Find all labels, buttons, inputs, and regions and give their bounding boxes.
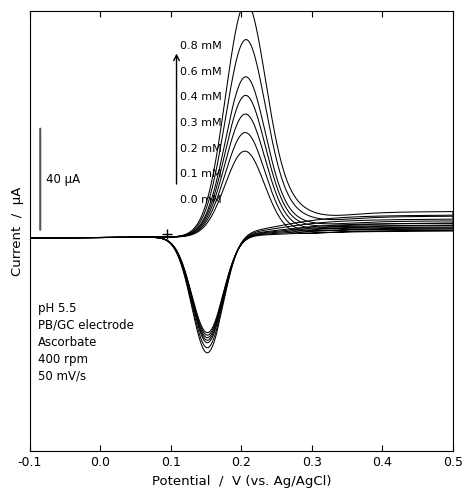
Text: pH 5.5
PB/GC electrode
Ascorbate
400 rpm
50 mV/s: pH 5.5 PB/GC electrode Ascorbate 400 rpm… xyxy=(38,302,134,383)
Text: 0.4 mM: 0.4 mM xyxy=(180,92,222,102)
Y-axis label: Current  /  μA: Current / μA xyxy=(11,187,24,276)
Text: 0.0 mM: 0.0 mM xyxy=(180,195,221,205)
Text: 0.3 mM: 0.3 mM xyxy=(180,118,221,128)
Text: 0.6 mM: 0.6 mM xyxy=(180,67,221,77)
Text: 0.8 mM: 0.8 mM xyxy=(180,41,222,51)
Text: 40 μA: 40 μA xyxy=(46,173,80,186)
Text: 0.1 mM: 0.1 mM xyxy=(180,169,221,179)
X-axis label: Potential  /  V (vs. Ag/AgCl): Potential / V (vs. Ag/AgCl) xyxy=(152,475,331,488)
Text: 0.2 mM: 0.2 mM xyxy=(180,144,222,154)
